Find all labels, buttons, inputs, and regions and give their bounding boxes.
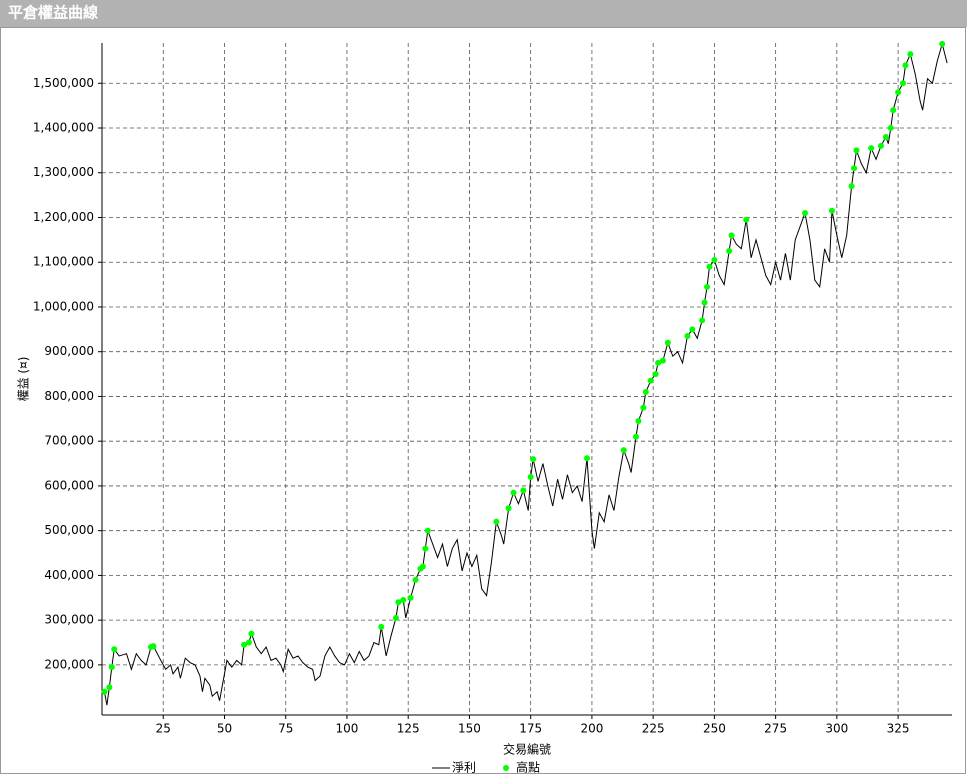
high-point (245, 639, 252, 646)
y-tick-label: 600,000 (44, 478, 94, 492)
high-point (642, 388, 649, 395)
legend-label: 高點 (516, 760, 540, 774)
high-point (877, 142, 884, 149)
high-point (108, 664, 115, 671)
y-tick-label: 800,000 (44, 389, 94, 403)
x-tick-label: 125 (397, 722, 420, 736)
high-point (412, 576, 419, 583)
high-point (701, 299, 708, 306)
high-point (241, 641, 248, 648)
x-tick-label: 200 (580, 722, 603, 736)
y-axis-label: 權益 (¤) (17, 357, 31, 402)
high-point (882, 133, 889, 140)
high-point (101, 688, 108, 695)
high-point (900, 80, 907, 87)
high-point (689, 326, 696, 333)
chart-title: 平倉權益曲線 (8, 4, 98, 22)
x-tick-label: 75 (278, 722, 293, 736)
high-point (111, 646, 118, 653)
frame (0, 27, 966, 774)
high-point (699, 317, 706, 324)
high-point (422, 545, 429, 552)
high-point (106, 684, 113, 691)
high-point (659, 357, 666, 364)
x-tick-label: 250 (703, 722, 726, 736)
high-point (664, 339, 671, 346)
high-point (890, 107, 897, 114)
high-point (527, 473, 534, 480)
y-tick-label: 1,400,000 (33, 121, 94, 135)
high-point (493, 518, 500, 525)
high-point (895, 89, 902, 96)
high-point (620, 447, 627, 454)
high-point (848, 183, 855, 190)
high-point (684, 333, 691, 340)
y-tick-label: 1,200,000 (33, 210, 94, 224)
high-point (711, 256, 718, 263)
x-tick-label: 100 (336, 722, 359, 736)
y-tick-label: 700,000 (44, 434, 94, 448)
x-axis-label: 交易編號 (503, 742, 551, 757)
high-point (706, 263, 713, 270)
y-tick-label: 200,000 (44, 657, 94, 671)
high-point (655, 359, 662, 366)
y-tick-label: 500,000 (44, 523, 94, 537)
x-tick-label: 275 (764, 722, 787, 736)
high-point (150, 643, 157, 650)
high-point (407, 594, 414, 601)
high-point (704, 283, 711, 290)
high-point (510, 489, 517, 496)
legend-label: 淨利 (452, 761, 476, 774)
y-tick-label: 1,000,000 (33, 299, 94, 313)
high-point (853, 147, 860, 154)
high-point (828, 207, 835, 214)
high-point (728, 232, 735, 239)
x-tick-label: 50 (217, 722, 232, 736)
high-point (395, 599, 402, 606)
high-point (505, 505, 512, 512)
high-point (520, 487, 527, 494)
high-point (424, 527, 431, 534)
high-point (802, 210, 809, 217)
high-point (400, 597, 407, 604)
high-point (633, 433, 640, 440)
high-point (647, 377, 654, 384)
legend-swatch (503, 765, 509, 771)
x-tick-label: 150 (458, 722, 481, 736)
high-point (530, 456, 537, 463)
y-tick-label: 1,100,000 (33, 255, 94, 269)
x-tick-label: 300 (825, 722, 848, 736)
y-tick-label: 1,300,000 (33, 165, 94, 179)
x-tick-label: 225 (642, 722, 665, 736)
high-point (635, 418, 642, 425)
high-point (392, 614, 399, 621)
y-tick-label: 300,000 (44, 613, 94, 627)
x-tick-label: 325 (887, 722, 910, 736)
high-point (902, 62, 909, 69)
high-point (726, 248, 733, 255)
high-point (248, 630, 255, 637)
x-tick-label: 175 (519, 722, 542, 736)
y-tick-label: 1,500,000 (33, 76, 94, 90)
high-point (907, 51, 914, 58)
high-point (584, 455, 591, 462)
high-point (851, 165, 858, 172)
x-tick-label: 25 (156, 722, 171, 736)
y-tick-label: 900,000 (44, 344, 94, 358)
high-point (419, 563, 426, 570)
high-point (868, 145, 875, 152)
high-point (640, 404, 647, 411)
high-point (378, 623, 385, 630)
title-bar (0, 0, 967, 27)
equity-line (103, 41, 948, 706)
high-point (939, 40, 946, 47)
high-point (743, 216, 750, 223)
high-point (652, 371, 659, 378)
high-point (887, 125, 894, 132)
y-tick-label: 400,000 (44, 568, 94, 582)
